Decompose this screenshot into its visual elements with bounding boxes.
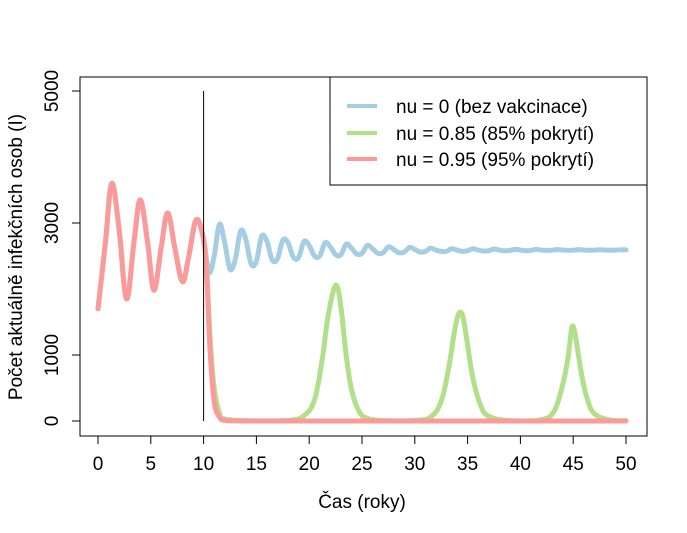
- x-tick-label-10: 10: [193, 454, 214, 475]
- legend-box: [329, 76, 648, 186]
- x-tick-label-30: 30: [404, 454, 425, 475]
- y-axis-label: Počet aktuálně infekčních osob (I): [6, 114, 27, 400]
- x-tick-label-45: 45: [563, 454, 584, 475]
- legend-entry-nu-095: nu = 0.95 (95% pokrytí): [396, 150, 594, 171]
- y-tick-label-0: 0: [42, 416, 63, 427]
- legend-entry-nu-0: nu = 0 (bez vakcinace): [396, 97, 588, 118]
- x-tick-label-0: 0: [93, 454, 104, 475]
- y-tick-label-3000: 3000: [42, 202, 63, 244]
- y-tick-label-5000: 5000: [42, 70, 63, 112]
- y-tick-label-1000: 1000: [42, 334, 63, 376]
- legend: nu = 0 (bez vakcinace) nu = 0.85 (85% po…: [329, 76, 648, 186]
- x-tick-label-40: 40: [510, 454, 531, 475]
- x-axis-label: Čas (roky): [318, 491, 406, 513]
- y-axis: 0 1000 3000 5000: [42, 70, 81, 427]
- legend-entry-nu-085: nu = 0.85 (85% pokrytí): [396, 124, 594, 145]
- series-layer: [95, 180, 629, 424]
- x-tick-label-20: 20: [299, 454, 320, 475]
- x-tick-label-5: 5: [146, 454, 157, 475]
- x-tick-label-15: 15: [246, 454, 267, 475]
- series-line-2: [95, 180, 629, 424]
- x-tick-label-25: 25: [351, 454, 372, 475]
- x-tick-label-50: 50: [615, 454, 636, 475]
- x-tick-label-35: 35: [457, 454, 478, 475]
- x-axis: 0 5 10 15 20 25 30 35 40 45 50: [93, 435, 637, 475]
